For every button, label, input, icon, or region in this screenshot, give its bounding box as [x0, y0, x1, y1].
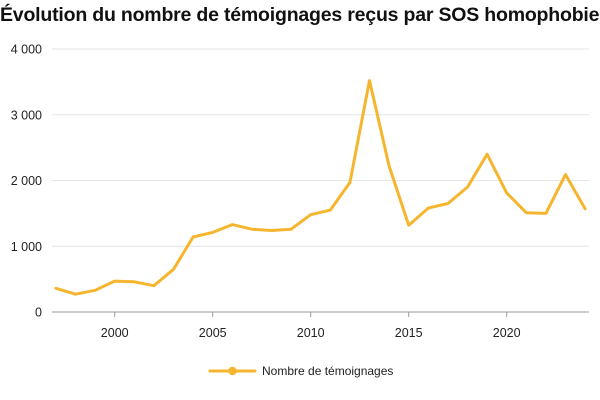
legend-label: Nombre de témoignages: [262, 364, 393, 378]
x-tick-label: 2005: [199, 326, 227, 340]
y-tick-label: 4 000: [11, 43, 42, 57]
chart-title: Évolution du nombre de témoignages reçus…: [0, 4, 600, 26]
gridlines: [52, 48, 589, 313]
axes: 0 1 000 2 000 3 000 4 000 2000 2005 2010 2015 202…: [11, 43, 521, 341]
series-line: [54, 79, 587, 296]
y-tick-label: 2 000: [11, 174, 42, 188]
y-tick-label: 3 000: [11, 108, 42, 122]
y-tick-label: 0: [35, 306, 42, 320]
legend: Nombre de témoignages: [208, 364, 393, 378]
series-layer: [54, 79, 587, 296]
legend-marker: [228, 366, 237, 376]
x-tick-label: 2000: [101, 326, 129, 340]
x-tick-label: 2020: [493, 326, 521, 340]
x-tick-label: 2015: [395, 326, 423, 340]
x-tick-label: 2010: [297, 326, 325, 340]
y-tick-label: 1 000: [11, 240, 42, 254]
